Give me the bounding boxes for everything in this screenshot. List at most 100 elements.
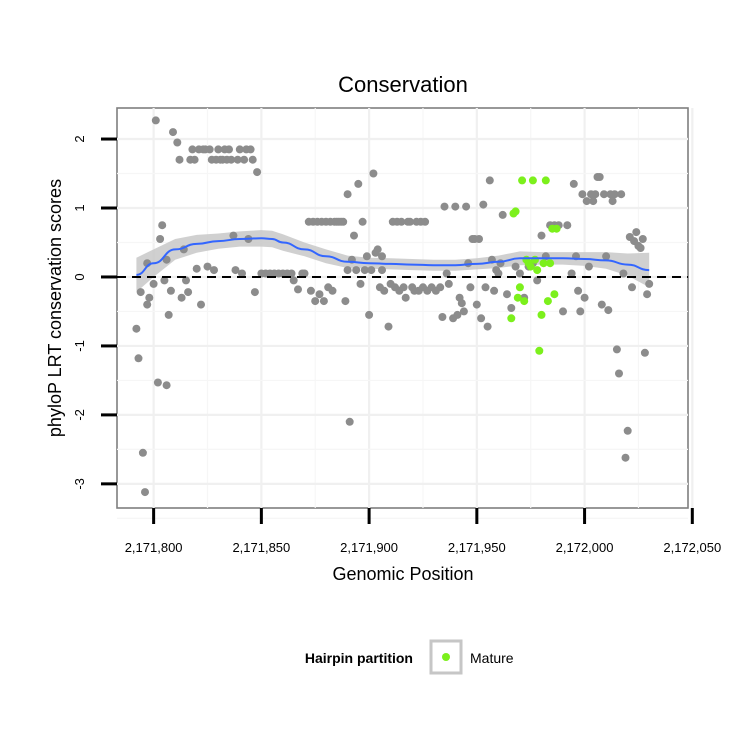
point-other xyxy=(197,300,205,309)
point-other xyxy=(289,276,298,285)
x-tick-label: 2,171,900 xyxy=(340,540,398,555)
point-mature xyxy=(541,176,550,185)
legend-marker-mature xyxy=(442,653,450,661)
point-other xyxy=(311,297,320,306)
point-other xyxy=(567,269,576,278)
point-other xyxy=(576,307,585,316)
point-mature xyxy=(531,255,539,264)
point-other xyxy=(490,286,499,295)
point-other xyxy=(319,297,328,306)
point-other xyxy=(153,378,162,387)
point-other xyxy=(608,197,617,206)
point-other xyxy=(350,231,358,240)
point-other xyxy=(145,293,154,302)
point-other xyxy=(582,197,591,206)
point-other xyxy=(134,354,143,363)
point-other xyxy=(563,221,572,230)
point-other xyxy=(143,300,152,309)
point-other xyxy=(623,426,632,435)
point-other xyxy=(507,304,516,312)
point-other xyxy=(233,155,242,164)
confidence-band xyxy=(136,230,650,293)
point-other xyxy=(339,217,348,226)
point-other xyxy=(169,128,177,137)
point-other xyxy=(162,381,171,390)
grid-lines xyxy=(117,108,694,519)
confidence-band-area xyxy=(136,230,650,293)
point-mature xyxy=(518,176,527,185)
point-other xyxy=(225,145,233,154)
y-axis-label: phyloP LRT conservation scores xyxy=(45,179,65,437)
x-tick-label: 2,171,950 xyxy=(448,540,506,555)
point-other xyxy=(643,290,652,299)
point-other xyxy=(479,200,488,209)
point-other xyxy=(177,293,186,302)
point-other xyxy=(182,276,190,285)
point-other xyxy=(612,345,621,354)
point-other xyxy=(645,279,654,288)
point-other xyxy=(481,283,490,292)
point-other xyxy=(421,217,430,226)
y-tick-label: 0 xyxy=(72,273,87,280)
y-tick-label: 2 xyxy=(72,135,87,142)
point-other xyxy=(602,252,611,261)
x-tick-label: 2,171,800 xyxy=(125,540,183,555)
point-other xyxy=(151,116,160,125)
point-other xyxy=(227,155,236,164)
point-other xyxy=(457,299,466,308)
point-other xyxy=(203,262,212,271)
legend-key xyxy=(429,639,463,675)
legend-label-mature: Mature xyxy=(470,650,514,666)
point-other xyxy=(559,307,567,316)
y-axis: 2 1 0 -1 -2 -3 xyxy=(72,135,117,490)
y-tick-label: -2 xyxy=(72,409,87,421)
point-other xyxy=(406,217,414,226)
point-other xyxy=(485,176,494,185)
x-axis-label: Genomic Position xyxy=(332,564,473,584)
point-other xyxy=(595,173,604,181)
point-other xyxy=(466,283,475,292)
x-axis: 2,171,800 2,171,850 2,171,900 2,171,950 2,17… xyxy=(125,508,721,555)
point-other xyxy=(132,324,141,333)
point-other xyxy=(210,266,218,275)
plot-panel xyxy=(116,107,689,509)
point-other xyxy=(617,190,626,199)
point-mature xyxy=(546,259,555,268)
y-tick-label: 1 xyxy=(72,204,87,211)
point-other xyxy=(619,269,628,278)
point-other xyxy=(287,269,296,278)
point-other xyxy=(367,266,376,275)
point-other xyxy=(477,314,486,323)
point-mature xyxy=(550,290,559,299)
point-other xyxy=(238,269,246,278)
y-tick-label: -3 xyxy=(72,478,87,490)
point-other xyxy=(638,235,647,243)
point-other xyxy=(401,293,410,302)
point-mature xyxy=(528,176,537,185)
legend-title: Hairpin partition xyxy=(305,650,413,666)
point-other xyxy=(173,138,182,147)
point-other xyxy=(574,286,583,295)
point-other xyxy=(628,283,636,292)
point-other xyxy=(584,262,593,271)
point-mature xyxy=(552,224,561,233)
point-other xyxy=(240,155,249,164)
point-other xyxy=(453,310,462,319)
point-other xyxy=(438,313,447,321)
point-other xyxy=(440,202,449,211)
point-other xyxy=(462,202,471,211)
point-other xyxy=(158,221,167,230)
point-other xyxy=(250,288,259,297)
point-mature xyxy=(507,314,516,323)
point-other xyxy=(190,155,199,164)
point-other xyxy=(306,286,315,295)
point-other xyxy=(160,276,169,285)
point-other xyxy=(246,145,255,154)
point-other xyxy=(360,266,369,275)
point-other xyxy=(515,269,524,278)
point-other xyxy=(580,293,589,302)
point-other xyxy=(341,297,350,306)
point-other xyxy=(184,288,193,297)
point-other xyxy=(149,279,158,288)
point-mature xyxy=(513,293,522,302)
